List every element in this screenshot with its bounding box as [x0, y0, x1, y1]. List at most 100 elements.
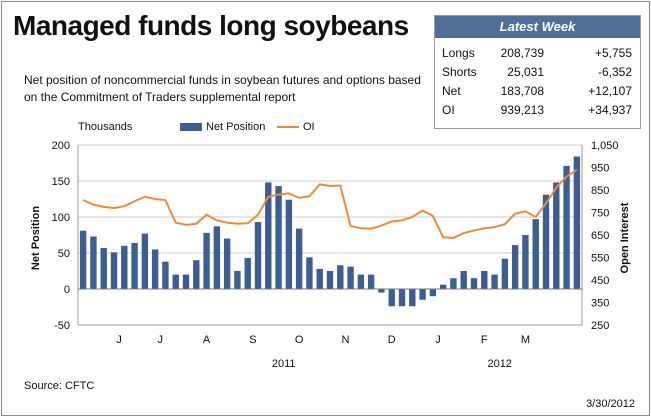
- bar: [522, 235, 529, 289]
- bar: [501, 258, 509, 289]
- row-label: Net: [442, 84, 461, 98]
- bar: [193, 260, 200, 289]
- row-label: Shorts: [442, 65, 477, 79]
- x-tick-label: J: [158, 334, 164, 346]
- bar: [203, 232, 210, 289]
- bar: [79, 230, 87, 289]
- bar: [326, 271, 334, 289]
- bar: [542, 194, 550, 289]
- bar: [295, 228, 303, 289]
- bar-series: [79, 156, 581, 307]
- latest-week-row: Longs 208,739 +5,755: [435, 42, 640, 61]
- bar: [491, 274, 498, 289]
- latest-week-row: Net 183,708 +12,107: [435, 80, 640, 99]
- bar: [234, 271, 241, 289]
- axis-labels: -50 0 50 100 150 200 250 350 450 550 650 750 850 950 1…: [52, 140, 619, 370]
- bar: [275, 186, 282, 289]
- row-value: 183,708: [500, 84, 544, 98]
- latest-week-title: Latest Week: [435, 16, 640, 38]
- legend-label-oi: OI: [303, 121, 315, 133]
- bar: [553, 182, 560, 289]
- row-value: 939,213: [500, 103, 544, 117]
- bar: [110, 252, 118, 289]
- y2-tick-label: 250: [591, 320, 609, 332]
- bar: [223, 238, 231, 289]
- source-note: Source: CFTC: [24, 380, 95, 392]
- legend-swatch-net-position: [180, 123, 202, 131]
- bar: [254, 222, 262, 289]
- x-tick-label: N: [341, 334, 349, 346]
- bar: [265, 182, 272, 289]
- row-value: 208,739: [500, 46, 544, 60]
- y2-tick-label: 650: [591, 230, 609, 242]
- x-year-label: 2011: [272, 358, 296, 370]
- bar: [357, 274, 365, 289]
- bar: [439, 284, 447, 289]
- bar: [151, 249, 159, 289]
- bar: [367, 274, 375, 289]
- latest-week-row: OI 939,213 +34,937: [435, 99, 640, 118]
- x-tick-label: M: [521, 334, 530, 346]
- x-year-label: 2012: [487, 358, 511, 370]
- bar: [511, 245, 519, 289]
- bar: [573, 156, 581, 289]
- bar: [409, 289, 416, 307]
- bar: [429, 289, 437, 297]
- latest-week-row: Shorts 25,031 -6,352: [435, 61, 640, 80]
- bar: [378, 289, 385, 293]
- bar: [100, 247, 107, 289]
- x-tick-label: S: [249, 334, 256, 346]
- bar: [398, 289, 406, 307]
- row-label: Longs: [442, 46, 475, 60]
- bar: [244, 258, 251, 289]
- row-change: +34,937: [588, 103, 632, 117]
- y2-tick-label: 850: [591, 185, 609, 197]
- y2-tick-label: 450: [591, 275, 609, 287]
- oi-line: [82, 168, 578, 239]
- chart-subtitle: Net position of noncommercial funds in s…: [24, 73, 421, 104]
- bar: [285, 199, 293, 289]
- row-label: OI: [442, 103, 455, 117]
- bar: [419, 289, 426, 300]
- bar: [182, 274, 190, 289]
- row-value: 25,031: [507, 65, 544, 79]
- y-tick-label: 100: [52, 212, 70, 224]
- bar: [460, 271, 467, 289]
- y-tick-label: 200: [52, 140, 70, 152]
- bar: [481, 271, 488, 289]
- bar: [141, 233, 149, 289]
- y-tick-label: 0: [64, 284, 70, 296]
- x-tick-label: F: [481, 334, 488, 346]
- row-change: +5,755: [594, 46, 632, 60]
- chart-title: Managed funds long soybeans: [13, 10, 409, 41]
- bar: [306, 257, 313, 289]
- bar: [131, 242, 138, 289]
- bar: [532, 219, 539, 289]
- y2-tick-label: 350: [591, 298, 609, 310]
- y2-tick-label: 1,050: [591, 140, 619, 152]
- date-note: 3/30/2012: [586, 398, 635, 410]
- y2-tick-label: 550: [591, 253, 609, 265]
- bar: [347, 266, 354, 289]
- units-label: Thousands: [78, 121, 133, 133]
- y-tick-label: 50: [58, 248, 70, 260]
- y-tick-label: 150: [52, 176, 70, 188]
- x-tick-label: A: [203, 334, 211, 346]
- bar: [162, 261, 169, 289]
- y-tick-label: -50: [54, 320, 70, 332]
- x-tick-label: J: [435, 334, 441, 346]
- bar: [388, 289, 395, 307]
- bar: [470, 278, 478, 289]
- y2-tick-label: 950: [591, 163, 609, 175]
- x-tick-label: D: [388, 334, 396, 346]
- bar: [121, 245, 128, 289]
- y-axis-title: Net Position: [30, 206, 42, 270]
- bar: [450, 278, 457, 289]
- row-change: -6,352: [597, 65, 632, 79]
- y2-tick-label: 750: [591, 208, 609, 220]
- latest-week-panel: Latest Week Longs 208,739 +5,755 Shorts …: [434, 15, 641, 129]
- bar: [337, 265, 344, 289]
- gridlines: [77, 144, 583, 326]
